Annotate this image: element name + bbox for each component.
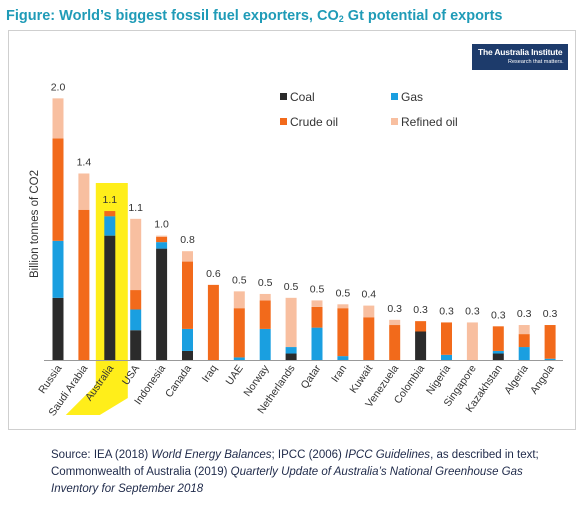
legend-swatch <box>280 118 287 125</box>
bar-segment-crude-oil <box>156 236 168 243</box>
bar-segment-crude-oil <box>233 308 245 358</box>
legend-swatch <box>391 93 398 100</box>
category-label: Angola <box>528 363 557 397</box>
bar-segment-coal <box>285 353 297 360</box>
legend-label: Crude oil <box>290 115 338 129</box>
bar-total-label: 0.5 <box>232 274 247 286</box>
bar-total-label: 0.3 <box>543 308 558 320</box>
chart-frame <box>8 30 576 430</box>
bar-total-label: 0.3 <box>517 308 532 320</box>
bar-segment-crude-oil <box>182 261 193 329</box>
bar-segment-refined-oil <box>389 319 401 326</box>
category-label: Algeria <box>502 363 531 397</box>
bar-segment-crude-oil <box>441 322 452 355</box>
bar-segment-crude-oil <box>78 209 90 360</box>
bar-segment-refined-oil <box>363 305 375 318</box>
bar-segment-crude-oil <box>492 326 504 351</box>
bar-segment-refined-oil <box>130 218 142 291</box>
bar-total-label: 1.1 <box>128 202 143 214</box>
bar-segment-crude-oil <box>130 290 142 310</box>
bar-segment-gas <box>544 358 556 360</box>
bar-total-label: 0.5 <box>284 281 299 293</box>
legend-label: Gas <box>401 90 423 104</box>
bar-segment-gas <box>130 309 142 331</box>
bar-total-label: 0.3 <box>439 305 454 317</box>
legend-swatch <box>391 118 398 125</box>
bar-segment-gas <box>156 242 168 249</box>
bar-total-label: 0.4 <box>361 289 376 301</box>
bar-segment-gas <box>104 216 116 236</box>
bar-segment-refined-oil <box>337 304 349 309</box>
bar-segment-gas <box>518 347 530 360</box>
category-label: Qatar <box>299 362 324 391</box>
bar-segment-crude-oil <box>337 308 349 357</box>
australia-institute-logo: The Australia Institute Research that ma… <box>472 44 568 70</box>
bar-segment-coal <box>130 330 142 360</box>
bar-segment-refined-oil <box>233 291 245 309</box>
bar-total-label: 0.8 <box>180 234 195 246</box>
bar-total-label: 1.0 <box>154 219 169 231</box>
bar-segment-crude-oil <box>544 325 556 359</box>
bar-total-label: 0.5 <box>310 283 325 295</box>
bar-segment-coal <box>104 235 116 360</box>
bar-total-label: 0.3 <box>465 305 480 317</box>
bar-segment-crude-oil <box>104 211 116 217</box>
bar-total-label: 0.5 <box>258 277 273 289</box>
bar-segment-crude-oil <box>311 306 323 328</box>
logo-name: The Australia Institute <box>478 47 563 57</box>
bar-segment-crude-oil <box>207 284 219 360</box>
bar-segment-gas <box>233 357 245 360</box>
bar-segment-crude-oil <box>415 321 427 332</box>
category-label: Iraq <box>200 363 220 385</box>
bar-segment-coal <box>415 331 427 360</box>
bar-total-label: 0.3 <box>387 303 402 315</box>
bar-segment-refined-oil <box>466 322 478 360</box>
bar-total-label: 0.5 <box>336 287 351 299</box>
category-label: UAE <box>224 363 246 388</box>
bar-segment-refined-oil <box>518 325 530 335</box>
bar-total-label: 0.3 <box>413 304 428 316</box>
bar-total-label: 0.6 <box>206 268 221 280</box>
bar-segment-crude-oil <box>363 317 375 360</box>
bar-segment-refined-oil <box>285 297 297 348</box>
bar-total-label: 2.0 <box>51 81 66 93</box>
bar-total-label: 0.3 <box>491 309 506 321</box>
bar-segment-gas <box>182 328 193 351</box>
bar-segment-coal <box>492 353 504 360</box>
bar-segment-crude-oil <box>259 300 271 329</box>
bar-segment-gas <box>285 347 297 354</box>
bar-segment-refined-oil <box>182 251 193 262</box>
bar-segment-refined-oil <box>52 98 64 139</box>
bar-segment-refined-oil <box>78 173 90 210</box>
bar-segment-coal <box>52 297 64 360</box>
category-label: Canada <box>163 363 194 400</box>
bar-segment-gas <box>52 240 64 298</box>
bar-segment-gas <box>259 328 271 360</box>
bar-total-label: 1.1 <box>102 194 117 206</box>
bar-segment-refined-oil <box>156 235 168 237</box>
bar-segment-gas <box>441 354 452 360</box>
bar-segment-crude-oil <box>389 325 401 360</box>
bar-segment-coal <box>182 350 193 360</box>
y-axis-label: Billion tonnes of CO2 <box>29 170 41 278</box>
figure-title: Figure: World’s biggest fossil fuel expo… <box>6 8 503 24</box>
bar-segment-crude-oil <box>518 334 530 348</box>
bar-segment-refined-oil <box>311 300 323 307</box>
category-label: Iran <box>329 363 349 385</box>
legend-label: Refined oil <box>401 115 458 129</box>
bar-segment-crude-oil <box>52 138 64 241</box>
bar-segment-refined-oil <box>259 293 271 301</box>
source-note: Source: IEA (2018) World Energy Balances… <box>51 449 539 495</box>
bar-segment-gas <box>492 350 504 354</box>
legend-label: Coal <box>290 90 315 104</box>
bar-segment-coal <box>156 248 168 360</box>
logo-tagline: Research that matters. <box>508 59 564 65</box>
legend-swatch <box>280 93 287 100</box>
bar-segment-gas <box>337 356 349 360</box>
bar-total-label: 1.4 <box>77 156 92 168</box>
bar-segment-gas <box>311 327 323 360</box>
